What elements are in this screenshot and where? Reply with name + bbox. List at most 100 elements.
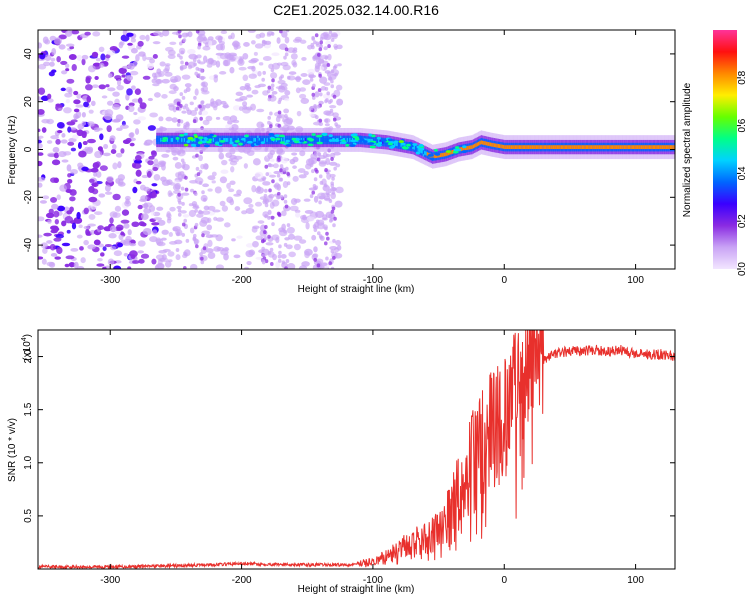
heatmap-cell <box>313 105 317 110</box>
heatmap-cell <box>367 142 375 145</box>
heatmap-cell <box>378 141 383 145</box>
snr-y-multiplier-close: ) <box>22 334 33 337</box>
heatmap-cell <box>99 133 104 141</box>
heatmap-cell <box>56 205 66 212</box>
heatmap-cell <box>92 84 99 88</box>
heatmap-cell <box>224 138 226 142</box>
heatmap-cell <box>246 140 253 144</box>
heatmap-cell <box>159 61 166 67</box>
heatmap-cell <box>258 138 261 142</box>
heatmap-cell <box>267 162 272 167</box>
heatmap-cell <box>326 91 331 96</box>
heatmap-cell <box>176 150 181 155</box>
heatmap-cell <box>157 162 166 168</box>
heatmap-cell <box>328 261 332 266</box>
heatmap-cell <box>151 258 157 265</box>
heatmap-cell <box>67 178 73 184</box>
heatmap-cell <box>194 222 199 227</box>
heatmap-cell <box>240 138 242 142</box>
heatmap-cell <box>332 255 336 260</box>
heatmap-cell <box>387 140 389 145</box>
heatmap-cell <box>445 150 452 153</box>
heatmap-cell <box>610 145 613 150</box>
heatmap-cell <box>129 70 139 76</box>
heatmap-cell <box>219 139 226 143</box>
heatmap-cell <box>331 190 336 195</box>
heatmap-cell <box>204 163 209 170</box>
heatmap-cell <box>156 68 162 75</box>
figure-title: C2E1.2025.032.14.00.R16 <box>273 2 439 18</box>
heatmap-cell <box>153 158 159 166</box>
heatmap-cell <box>95 57 101 62</box>
heatmap-cell <box>235 44 241 49</box>
heatmap-cell <box>186 140 191 144</box>
heatmap-cell <box>277 110 282 115</box>
heatmap-cell <box>271 199 280 207</box>
heatmap-cell <box>243 163 248 169</box>
heatmap-cell <box>38 87 46 95</box>
heatmap-cell <box>315 258 324 264</box>
heatmap-cell <box>128 62 135 70</box>
heatmap-cell <box>480 140 483 145</box>
heatmap-cell <box>350 138 352 142</box>
heatmap-cell <box>430 157 435 161</box>
heatmap-cell <box>175 254 181 261</box>
heatmap-cell <box>614 145 616 150</box>
heatmap-cell <box>257 138 259 142</box>
heatmap-cell <box>166 179 173 185</box>
heatmap-cell <box>269 158 275 162</box>
heatmap-cell <box>233 155 243 160</box>
heatmap-cell <box>286 75 291 80</box>
heatmap-cell <box>156 206 164 211</box>
heatmap-cell <box>559 145 561 150</box>
heatmap-cell <box>106 125 112 133</box>
heatmap-cell <box>81 130 87 135</box>
heatmap-cell <box>295 75 301 83</box>
heatmap-cell <box>125 235 132 242</box>
heatmap-cell <box>184 61 189 66</box>
heatmap-cell <box>135 169 142 177</box>
heatmap-cell <box>149 58 155 64</box>
heatmap-cell <box>205 103 211 109</box>
heatmap-cell <box>61 70 68 75</box>
heatmap-cell <box>214 186 222 194</box>
heatmap-cell <box>318 73 322 78</box>
heatmap-cell <box>184 187 189 192</box>
heatmap-cell <box>40 242 48 249</box>
heatmap-cell <box>172 105 177 113</box>
heatmap-cell <box>161 94 168 99</box>
heatmap-cell <box>53 210 60 218</box>
heatmap-cell <box>116 127 123 131</box>
heatmap-cell <box>376 136 381 140</box>
heatmap-cell <box>314 55 318 60</box>
heatmap-cell <box>194 107 199 112</box>
heatmap-cell <box>165 63 171 67</box>
heatmap-cell <box>395 142 397 146</box>
heatmap-cell <box>284 47 289 52</box>
heatmap-cell <box>312 121 322 126</box>
heatmap-cell <box>153 174 161 181</box>
heatmap-cell <box>345 143 350 147</box>
heatmap-cell <box>264 203 269 208</box>
heatmap-cell <box>312 224 317 229</box>
heatmap-cell <box>179 138 182 142</box>
heatmap-cell <box>270 94 275 99</box>
heatmap-cell <box>647 145 649 150</box>
heatmap-cell <box>629 145 631 150</box>
heatmap-cell <box>418 144 424 147</box>
heatmap-cell <box>317 58 325 64</box>
heatmap-cell <box>97 257 103 262</box>
heatmap-cell <box>152 41 161 45</box>
heatmap-cell <box>244 83 251 88</box>
heatmap-cell <box>284 52 289 57</box>
heatmap-cell <box>131 98 140 103</box>
heatmap-cell <box>202 197 207 202</box>
heatmap-cell <box>43 232 52 237</box>
heatmap-cell <box>283 229 287 234</box>
heatmap-cell <box>329 105 337 109</box>
snr-x-tick-label: 100 <box>627 575 644 586</box>
heatmap-cell <box>576 145 578 150</box>
colorbar-gradient <box>713 30 737 269</box>
heatmap-cell <box>139 198 148 203</box>
heatmap-cell <box>617 145 619 150</box>
